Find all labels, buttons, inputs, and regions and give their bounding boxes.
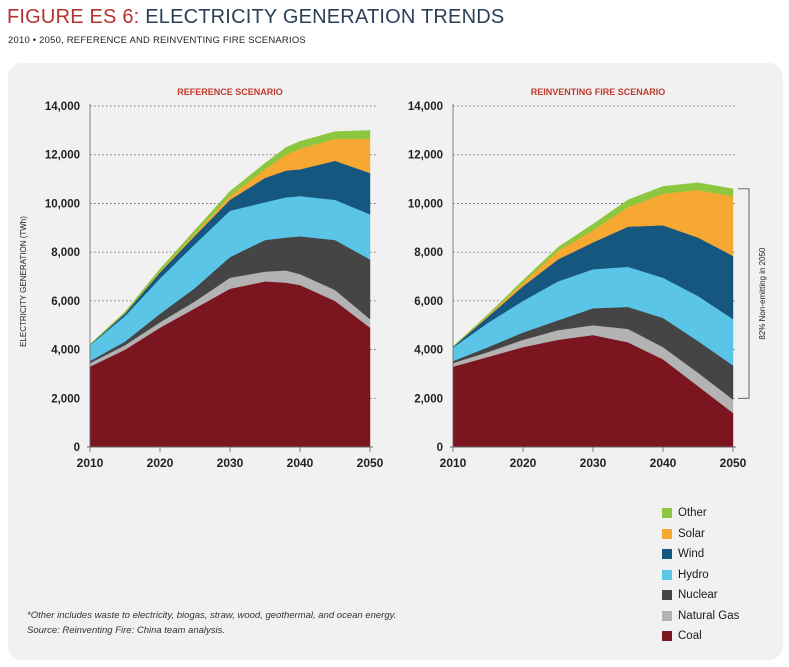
y-tick-label: 6,000 [51,296,80,308]
y-tick-label: 14,000 [408,101,443,113]
legend-item-hydro: Hydro [662,565,739,586]
x-tick-label: 2040 [650,456,677,470]
footnote-line-2: Source: Reinventing Fire: China team ana… [27,625,226,636]
area-other [89,130,371,346]
y-tick-label: 12,000 [408,150,443,162]
y-tick-label: 8,000 [414,247,443,259]
y-tick-label: 12,000 [45,150,80,162]
y-tick-label: 0 [437,442,443,454]
chart-reinventing-fire: REINVENTING FIRE SCENARIO 0 2,000 4,000 6,00… [408,87,767,470]
chart-title: REFERENCE SCENARIO [177,87,283,97]
figure-title-text: ELECTRICITY GENERATION TRENDS [145,6,505,28]
x-tick-label: 2050 [357,456,384,470]
legend-swatch-nuclear [662,590,672,601]
x-tick-label: 2040 [287,456,314,470]
legend-label-nuclear: Nuclear [678,589,718,602]
x-tick-label: 2010 [77,456,104,470]
legend-label-other: Other [678,507,707,520]
y-tick-label: 6,000 [414,296,443,308]
footnote: *Other includes waste to electricity, bi… [27,608,396,638]
x-tick-label: 2010 [440,456,467,470]
legend-label-hydro: Hydro [678,568,709,581]
y-tick-label: 2,000 [51,393,80,405]
y-tick-label: 10,000 [45,198,80,210]
legend-swatch-wind [662,549,672,560]
legend-item-wind: Wind [662,544,739,565]
y-axis-title: ELECTRICITY GENERATION (TWh) [19,216,28,347]
y-tick-label: 4,000 [51,345,80,357]
legend-swatch-coal [662,631,672,642]
legend-swatch-solar [662,528,672,539]
legend-swatch-other [662,508,672,519]
annotation-bracket [738,188,750,399]
area-other [452,182,734,348]
x-tick-label: 2030 [580,456,607,470]
legend-item-other: Other [662,503,739,524]
y-tick-label: 14,000 [45,101,80,113]
figure-label: FIGURE ES 6: [7,6,140,28]
legend-item-coal: Coal [662,626,739,647]
legend-item-nuclear: Nuclear [662,585,739,606]
legend-label-natural-gas: Natural Gas [678,609,740,622]
figure-title: FIGURE ES 6: ELECTRICITY GENERATION TREN… [7,6,504,29]
y-tick-label: 0 [74,442,80,454]
annotation-label: 82% Non-emitting in 2050 [758,247,767,340]
legend-swatch-hydro [662,569,672,580]
legend-item-solar: Solar [662,524,739,545]
x-tick-label: 2020 [147,456,174,470]
x-tick-label: 2030 [217,456,244,470]
x-tick-label: 2050 [720,456,747,470]
legend-label-solar: Solar [678,527,705,540]
legend-swatch-natural-gas [662,610,672,621]
y-tick-label: 4,000 [414,345,443,357]
chart-reference: REFERENCE SCENARIO 0 2,000 4,000 6,000 8,000 1… [19,87,384,470]
chart-legend: Other Solar Wind Hydro Nuclear Natural G… [662,503,739,647]
footnote-line-1: *Other includes waste to electricity, bi… [27,610,397,621]
x-tick-label: 2020 [510,456,537,470]
y-tick-label: 8,000 [51,247,80,259]
legend-item-natural-gas: Natural Gas [662,606,739,627]
chart-title: REINVENTING FIRE SCENARIO [531,87,666,97]
legend-label-wind: Wind [678,548,705,561]
y-tick-label: 10,000 [408,198,443,210]
y-tick-label: 2,000 [414,393,443,405]
figure-subtitle: 2010 • 2050, REFERENCE AND REINVENTING F… [8,35,306,46]
legend-label-coal: Coal [678,630,702,643]
